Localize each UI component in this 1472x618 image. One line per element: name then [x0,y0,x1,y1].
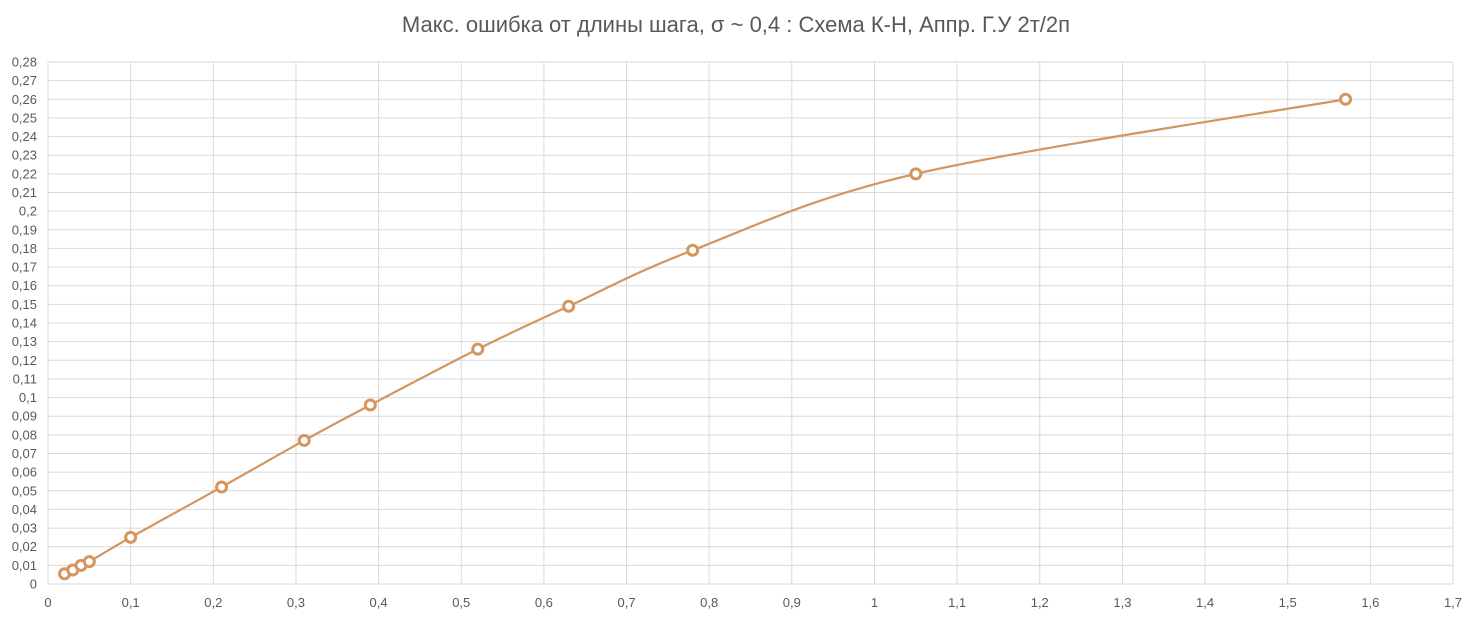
x-tick-label: 1,5 [1279,595,1297,610]
x-tick-label: 1,1 [948,595,966,610]
x-tick-label: 0,4 [370,595,388,610]
series-line [64,98,1346,575]
x-tick-label: 0,2 [204,595,222,610]
y-tick-label: 0,13 [12,334,37,349]
y-tick-label: 0,25 [12,110,37,125]
x-tick-label: 0,5 [452,595,470,610]
y-tick-label: 0,22 [12,166,37,181]
data-point [909,167,923,181]
grid-lines [47,61,1454,585]
y-tick-label: 0,24 [12,129,37,144]
y-tick-label: 0,04 [12,502,37,517]
x-tick-label: 0,6 [535,595,553,610]
y-tick-label: 0,17 [12,260,37,275]
y-tick-label: 0,14 [12,316,37,331]
y-tick-label: 0,1 [19,390,37,405]
y-tick-label: 0,2 [19,204,37,219]
y-tick-label: 0,26 [12,92,37,107]
y-tick-label: 0,28 [12,55,37,70]
data-point [215,480,229,494]
y-tick-label: 0,01 [12,558,37,573]
x-tick-label: 0,8 [700,595,718,610]
y-tick-label: 0,02 [12,539,37,554]
y-tick-label: 0,12 [12,353,37,368]
x-tick-label: 0,1 [122,595,140,610]
y-tick-label: 0,19 [12,222,37,237]
x-tick-label: 1,4 [1196,595,1214,610]
x-tick-label: 0 [44,595,51,610]
x-tick-label: 1,6 [1361,595,1379,610]
data-point [363,398,377,412]
data-point [686,243,700,257]
data-point [562,299,576,313]
y-tick-label: 0,05 [12,483,37,498]
y-tick-labels: 0 0,01 0,02 0,03 0,04 0,05 0,06 0,07 0,08 0,09 0,1… [12,55,37,592]
x-tick-label: 0,3 [287,595,305,610]
data-point [297,433,311,447]
y-tick-label: 0,11 [13,371,37,386]
data-point [124,530,138,544]
y-tick-label: 0,06 [12,465,37,480]
y-tick-label: 0,09 [12,409,37,424]
data-point [82,555,96,569]
y-tick-label: 0,23 [12,148,37,163]
y-tick-label: 0,16 [12,278,37,293]
x-tick-label: 0,7 [617,595,635,610]
series-layer [58,92,1353,581]
y-tick-label: 0 [30,577,37,592]
x-tick-label: 1 [871,595,878,610]
x-tick-label: 0,9 [783,595,801,610]
y-tick-label: 0,27 [12,73,37,88]
x-tick-label: 1,3 [1113,595,1131,610]
data-point [471,342,485,356]
chart-title: Макс. ошибка от длины шага, σ ~ 0,4 : Сх… [401,12,1071,37]
y-tick-label: 0,03 [12,521,37,536]
y-tick-label: 0,18 [12,241,37,256]
x-tick-label: 1,7 [1444,595,1462,610]
y-tick-label: 0,07 [12,446,37,461]
y-tick-label: 0,21 [12,185,37,200]
y-tick-label: 0,15 [12,297,37,312]
x-tick-labels: 0 0,1 0,2 0,3 0,4 0,5 0,6 0,7 0,8 0,9 1 1,1 1,2 1,3 1,… [44,595,1462,610]
y-tick-label: 0,08 [12,427,37,442]
data-point [1339,92,1353,106]
x-tick-label: 1,2 [1031,595,1049,610]
